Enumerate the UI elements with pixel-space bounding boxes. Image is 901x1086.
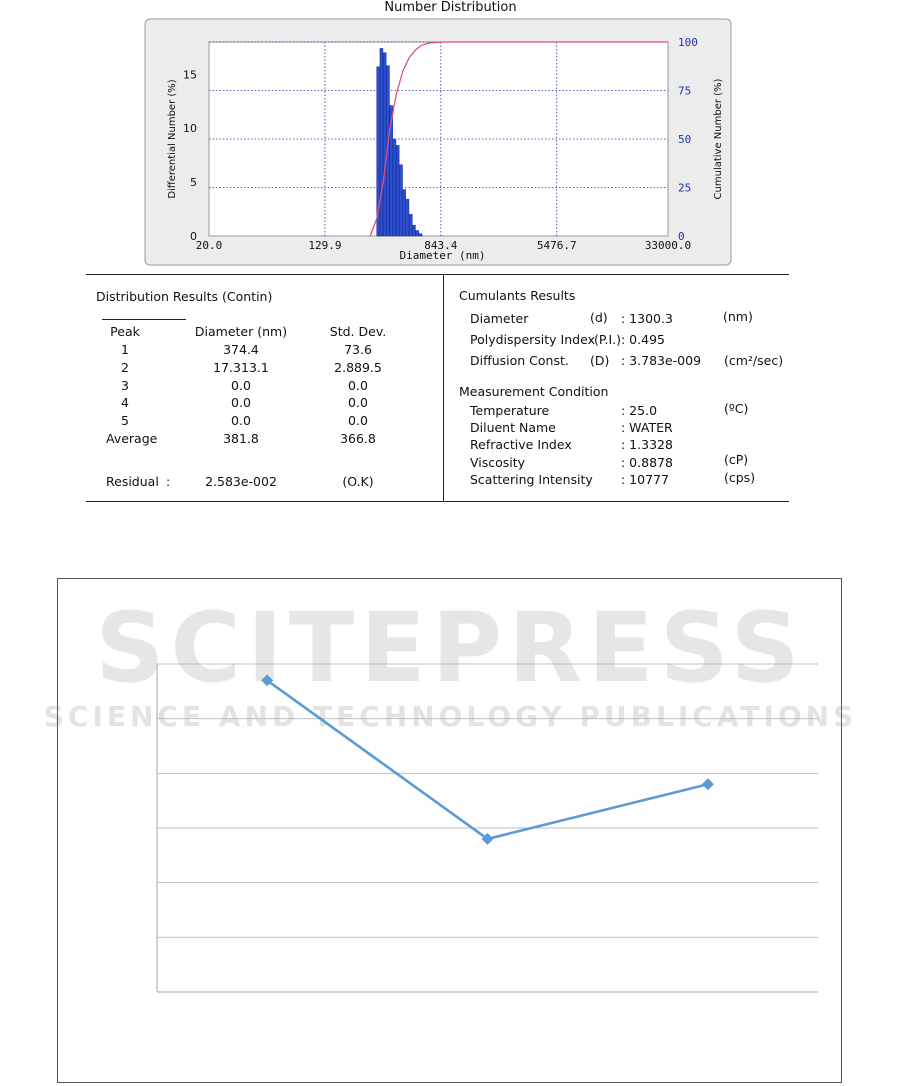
condition-temperature-value: : 25.0	[621, 403, 658, 418]
cumulant-diffusion-value: : 3.783e-009	[621, 353, 702, 368]
y2-tick-label: 75	[678, 85, 691, 98]
x-tick-label: 129.9	[308, 239, 341, 252]
x-tick-label: 20.0	[196, 239, 223, 252]
measurement-condition-title: Measurement Condition	[459, 384, 609, 399]
peak-4-diameter: 0.0	[231, 395, 251, 410]
header-diameter: Diameter (nm)	[194, 324, 288, 339]
condition-temperature-label: Temperature	[470, 403, 550, 418]
cumulant-diameter-value: : 1300.3	[621, 311, 673, 326]
condition-refractive-label: Refractive Index	[470, 437, 572, 452]
cumulative-curve	[369, 41, 668, 237]
distribution-results-title: Distribution Results (Contin)	[96, 289, 273, 304]
histogram-bar	[395, 145, 400, 237]
y2-tick-label: 50	[678, 133, 691, 146]
header-peak: Peak	[110, 324, 140, 339]
number-distribution-chart: 0 5 10 15 0 25 50 75 100 20.0 129.9 843.4 5476.7 3300…	[144, 18, 732, 266]
results-table: Distribution Results (Contin) Peak Diame…	[86, 274, 789, 502]
line-chart-frame	[57, 578, 842, 1083]
y-tick-label: 10	[183, 122, 197, 135]
y-tick-label: 15	[183, 68, 197, 81]
y-tick-label: 5	[190, 176, 197, 189]
residual-status: (O.K)	[342, 474, 374, 489]
table-divider	[443, 275, 444, 501]
peak-header-rule	[102, 319, 186, 320]
data-point	[701, 778, 714, 791]
condition-viscosity-value: : 0.8878	[621, 455, 673, 470]
peak-2-std-dev: 2.889.5	[334, 360, 382, 375]
histogram-bar	[405, 199, 410, 237]
condition-diluent-value: : WATER	[621, 420, 673, 435]
y2-tick-label: 25	[678, 182, 691, 195]
x-axis-label: Diameter (nm)	[399, 249, 485, 262]
histogram-bar	[402, 189, 406, 237]
cumulant-pi-value: : 0.495	[621, 332, 665, 347]
y2-tick-label: 0	[678, 230, 685, 243]
cumulant-diameter-label: Diameter	[470, 311, 529, 326]
cumulant-pi-symbol: (P.I.)	[594, 332, 621, 347]
peak-5-label: 5	[121, 413, 129, 428]
histogram-bar	[399, 164, 403, 237]
condition-scattering-label: Scattering Intensity	[470, 472, 593, 487]
histogram-bar	[389, 105, 393, 237]
peak-5-diameter: 0.0	[231, 413, 251, 428]
plot-area	[208, 41, 669, 237]
condition-temperature-unit: (ºC)	[724, 401, 749, 416]
peak-3-std-dev: 0.0	[348, 378, 368, 393]
cumulant-diameter-symbol: (d)	[590, 310, 608, 325]
cumulants-title: Cumulants Results	[459, 288, 576, 303]
condition-viscosity-label: Viscosity	[470, 455, 526, 470]
histogram-bar	[415, 230, 420, 237]
x-tick-label: 33000.0	[645, 239, 691, 252]
cumulant-diffusion-label: Diffusion Const.	[470, 353, 569, 368]
peak-1-std-dev: 73.6	[344, 342, 372, 357]
histogram-bar	[379, 48, 384, 237]
condition-scattering-value: : 10777	[621, 472, 669, 487]
peak-3-label: 3	[121, 378, 129, 393]
condition-diluent-label: Diluent Name	[470, 420, 556, 435]
residual-colon: :	[166, 474, 171, 489]
histogram-bar	[392, 138, 397, 237]
y2-axis-label: Cumulative Number (%)	[713, 78, 724, 199]
peak-2-diameter: 17.313.1	[213, 360, 269, 375]
peak-2-label: 2	[121, 360, 129, 375]
residual-label: Residual	[106, 474, 159, 489]
histogram-bar	[408, 214, 413, 237]
average-std-dev: 366.8	[340, 431, 376, 446]
data-line	[266, 679, 709, 841]
histogram-bar	[418, 233, 423, 237]
y2-tick-label: 100	[678, 36, 698, 49]
histogram-bar	[382, 52, 387, 237]
peak-1-diameter: 374.4	[223, 342, 259, 357]
x-tick-label: 5476.7	[537, 239, 577, 252]
histogram-bar	[412, 224, 416, 237]
chart-title: Number Distribution	[384, 0, 517, 15]
y-tick-label: 0	[190, 230, 197, 243]
average-diameter: 381.8	[223, 431, 259, 446]
histogram-bar	[376, 66, 380, 237]
condition-scattering-unit: (cps)	[724, 470, 756, 485]
cumulant-diffusion-symbol: (D)	[590, 353, 610, 368]
cumulant-pi-label: Polydispersity Index	[470, 332, 595, 347]
peak-5-std-dev: 0.0	[348, 413, 368, 428]
residual-value: 2.583e-002	[205, 474, 277, 489]
line-chart	[156, 663, 818, 993]
data-point	[261, 674, 274, 687]
peak-4-std-dev: 0.0	[348, 395, 368, 410]
x-tick-label: 843.4	[424, 239, 457, 252]
cumulant-diffusion-unit: (cm²/sec)	[724, 353, 784, 368]
header-std-dev: Std. Dev.	[329, 324, 387, 339]
peak-1-label: 1	[121, 342, 129, 357]
y-axis-label: Differential Number (%)	[167, 79, 178, 198]
peak-3-diameter: 0.0	[231, 378, 251, 393]
cumulant-diameter-unit: (nm)	[723, 309, 753, 324]
average-label: Average	[106, 431, 158, 446]
condition-refractive-value: : 1.3328	[621, 437, 673, 452]
condition-viscosity-unit: (cP)	[724, 452, 749, 467]
data-point	[481, 832, 494, 845]
peak-4-label: 4	[121, 395, 129, 410]
